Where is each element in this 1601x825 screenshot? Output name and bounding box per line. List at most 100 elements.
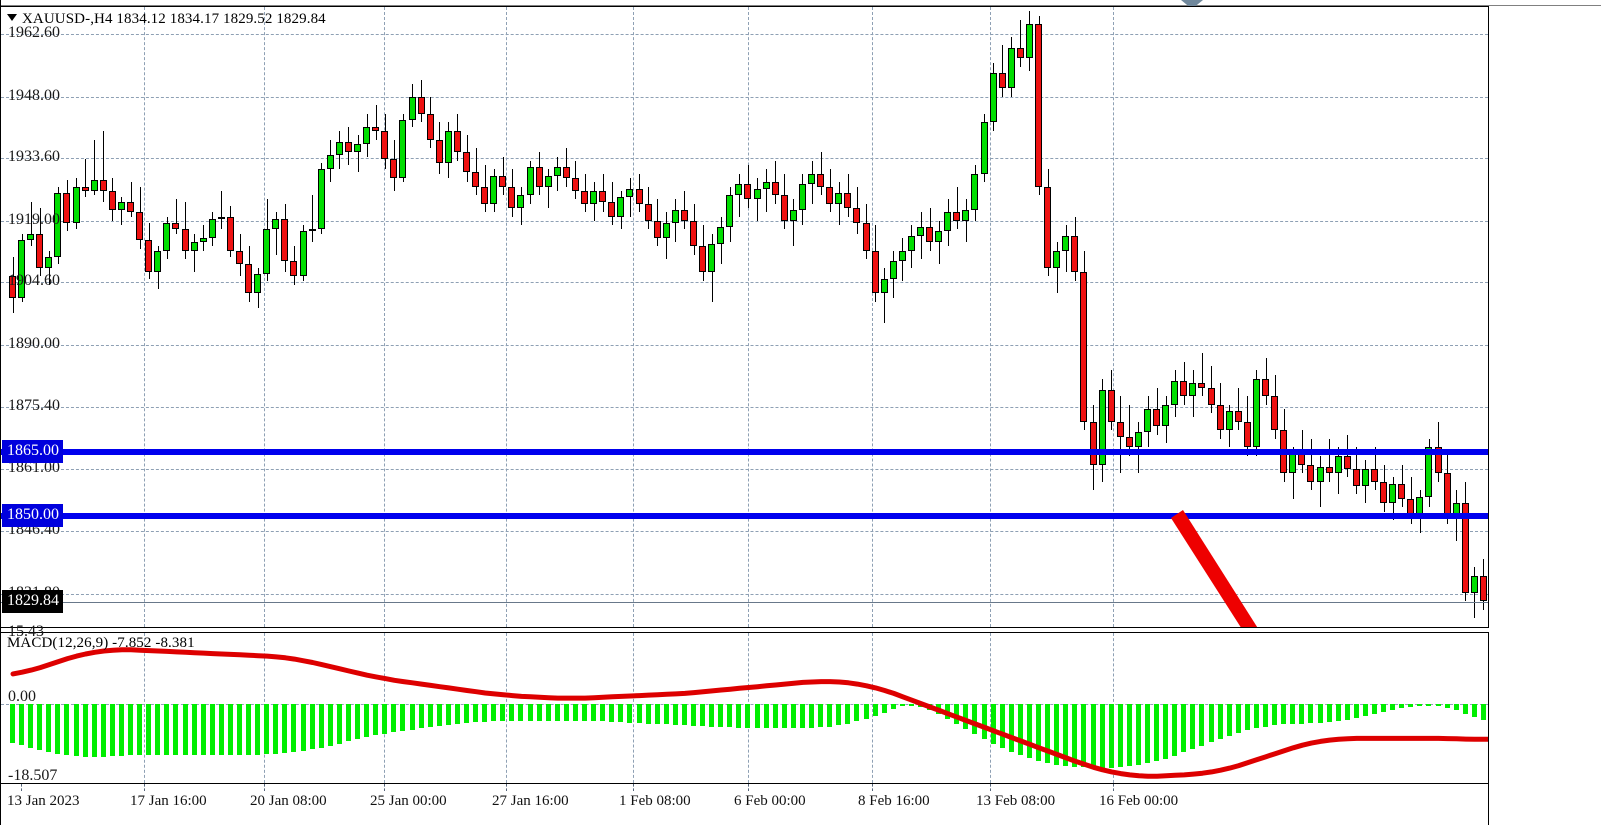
candle-body [1307,464,1315,482]
candle-body [907,235,915,251]
candle-body [780,195,788,221]
time-axis-label: 13 Jan 2023 [7,793,80,809]
macd-histogram-bar [309,704,315,750]
candle-body [444,131,452,164]
macd-histogram-bar [954,704,960,724]
macd-histogram-bar [700,704,706,727]
time-axis-label: 6 Feb 00:00 [734,793,806,809]
chart-top-strip[interactable] [0,0,1601,9]
candle-body [81,186,89,191]
candle-body [1352,468,1360,486]
candle-body [463,152,470,172]
candle-body [1053,250,1061,268]
macd-histogram-bar [91,704,97,757]
grid-line-horizontal [1,407,1488,409]
candle-wick [121,197,122,226]
time-axis-label: 13 Feb 08:00 [976,793,1056,809]
candle-body [535,167,543,187]
macd-histogram-bar [845,704,851,724]
candle-body [1316,466,1324,482]
macd-histogram-bar [1426,704,1432,707]
grid-line-vertical [990,633,991,783]
candle-body [671,210,679,223]
candle-body [1343,455,1351,469]
candle-body [935,231,943,243]
collapse-triangle-icon[interactable] [7,14,17,21]
chevron-down-marker-icon[interactable] [1181,0,1203,9]
macd-indicator-pane[interactable]: MACD(12,26,9) -7.852 -8.381 [0,632,1489,784]
candle-wick [884,267,885,324]
macd-histogram-bar [1462,704,1468,714]
candle-wick [766,169,767,213]
candle-body [90,180,98,191]
last-price-badge: 1829.84 [2,590,63,614]
candle-body [36,233,44,268]
macd-histogram-bar [409,704,415,730]
candle-body [599,190,607,202]
candle-body [708,244,716,273]
macd-histogram-bar [1063,704,1069,766]
support-line[interactable] [1,512,1488,519]
candle-body [154,250,162,273]
grid-line-vertical [990,7,991,627]
macd-histogram-bar [981,704,987,740]
candle-wick [49,250,50,285]
macd-histogram-bar [536,704,542,721]
candle-body [172,222,180,230]
candle-body [372,126,380,131]
grid-line-vertical [144,7,145,627]
grid-line-horizontal [1,344,1488,346]
time-axis-tick [21,784,22,791]
candle-body [926,227,934,243]
candle-body [789,210,797,221]
candle-body [644,203,652,221]
candle-body [236,250,243,264]
candle-body [880,278,888,294]
macd-histogram-bar [73,704,79,757]
candle-body [508,186,516,208]
candle-body [199,237,207,243]
macd-histogram-bar [908,704,914,707]
grid-line-vertical [144,633,145,783]
candle-body [1425,447,1433,497]
time-axis-label: 25 Jan 00:00 [370,793,447,809]
candle-body [1180,381,1188,397]
macd-histogram-bar [1108,704,1114,768]
candle-body [45,257,53,268]
price-chart-pane[interactable]: XAUUSD-,H4 1834.12 1834.17 1829.52 1829.… [0,6,1489,628]
macd-histogram-bar [1372,704,1377,715]
macd-histogram-bar [1417,704,1423,707]
candle-body [1189,383,1197,397]
candle-body [962,210,970,221]
time-axis-tick [872,784,873,791]
candle-body [181,229,189,251]
macd-histogram-bar [1117,704,1123,768]
candle-body [798,184,806,211]
candle-body [1007,47,1015,89]
macd-histogram-bar [881,704,887,713]
candle-wick [376,105,377,140]
time-axis[interactable]: 13 Jan 2023 17 Jan 16:00 20 Jan 08:00 25 Ja… [0,784,1489,825]
scale-divider [0,0,1,778]
macd-histogram-bar [1326,704,1332,723]
macd-histogram-bar [10,704,15,743]
candle-body [1371,468,1378,482]
candle-body [1262,379,1270,397]
macd-histogram-bar [999,704,1005,749]
macd-histogram-bar [137,704,143,755]
macd-histogram-bar [1054,704,1060,765]
candle-body [817,173,825,187]
macd-histogram-bar [727,704,733,728]
candle-body [544,175,552,187]
macd-histogram-bar [572,704,578,721]
candle-body [226,216,234,251]
candle-body [254,274,262,294]
candle-body [590,190,598,204]
candle-body [1134,432,1142,448]
resistance-line[interactable] [1,448,1488,455]
candle-body [1398,483,1406,499]
macd-histogram-bar [899,704,905,707]
macd-histogram-bar [1208,704,1214,743]
macd-histogram-bar [1344,704,1350,721]
macd-histogram-bar [364,704,370,738]
